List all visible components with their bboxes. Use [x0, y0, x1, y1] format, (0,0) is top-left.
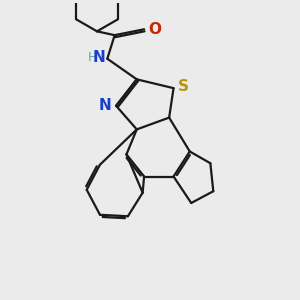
- Text: N: N: [93, 50, 106, 65]
- Text: N: N: [99, 98, 112, 113]
- Text: H: H: [88, 51, 97, 64]
- Text: S: S: [178, 79, 189, 94]
- Text: O: O: [148, 22, 161, 37]
